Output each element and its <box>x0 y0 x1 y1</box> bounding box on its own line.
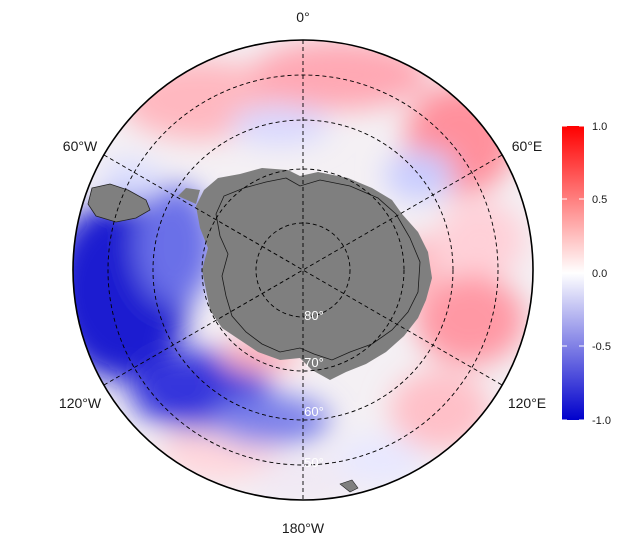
field-blob <box>210 395 330 445</box>
colorbar-tick-label: -0.5 <box>592 341 611 353</box>
latitude-circle-70 <box>201 168 405 372</box>
lon-label-lower-right: 120°E <box>508 395 546 411</box>
field-blob <box>135 185 215 305</box>
field-blob <box>390 370 490 450</box>
lon-label-lower-left: 120°W <box>59 395 102 411</box>
south-america-tip <box>87 183 151 223</box>
latitude-circle-60 <box>152 119 454 421</box>
graticule <box>103 40 503 500</box>
field-blob <box>335 435 425 485</box>
peninsula-land <box>178 188 200 204</box>
field-blob <box>230 105 330 145</box>
anomaly-field <box>73 40 533 500</box>
field-blob <box>415 275 525 365</box>
field-blob <box>250 40 430 110</box>
latitude-circle-80 <box>255 222 351 318</box>
colorbar-ramp <box>562 126 584 420</box>
field-blob <box>250 460 350 500</box>
coastline <box>215 177 421 361</box>
field-blob <box>385 150 455 200</box>
lon-label-upper-right: 60°E <box>512 138 543 154</box>
field-blobs <box>73 40 525 500</box>
lat-label-60: 60° <box>304 404 324 419</box>
lat-label-80: 80° <box>304 308 324 323</box>
colorbar-tick-label: 1.0 <box>592 121 607 133</box>
field-blob <box>435 200 525 280</box>
colorbar-tick-label: 0.0 <box>592 268 607 280</box>
map-border <box>72 39 534 501</box>
colorbar: 1.0 0.5 0.0 -0.5 -1.0 <box>562 121 611 427</box>
colorbar-tick-marks <box>562 125 584 421</box>
lat-label-70: 70° <box>304 355 324 370</box>
lon-label-upper-left: 60°W <box>63 138 98 154</box>
antarctica-land <box>196 168 432 380</box>
lon-label-top: 0° <box>296 9 309 25</box>
lon-label-bottom: 180°W <box>282 520 325 536</box>
island-bottom <box>339 479 359 493</box>
colorbar-tick-label: 0.5 <box>592 194 607 206</box>
lat-label-50: 50° <box>304 455 324 470</box>
colorbar-tick-label: -1.0 <box>592 415 611 427</box>
